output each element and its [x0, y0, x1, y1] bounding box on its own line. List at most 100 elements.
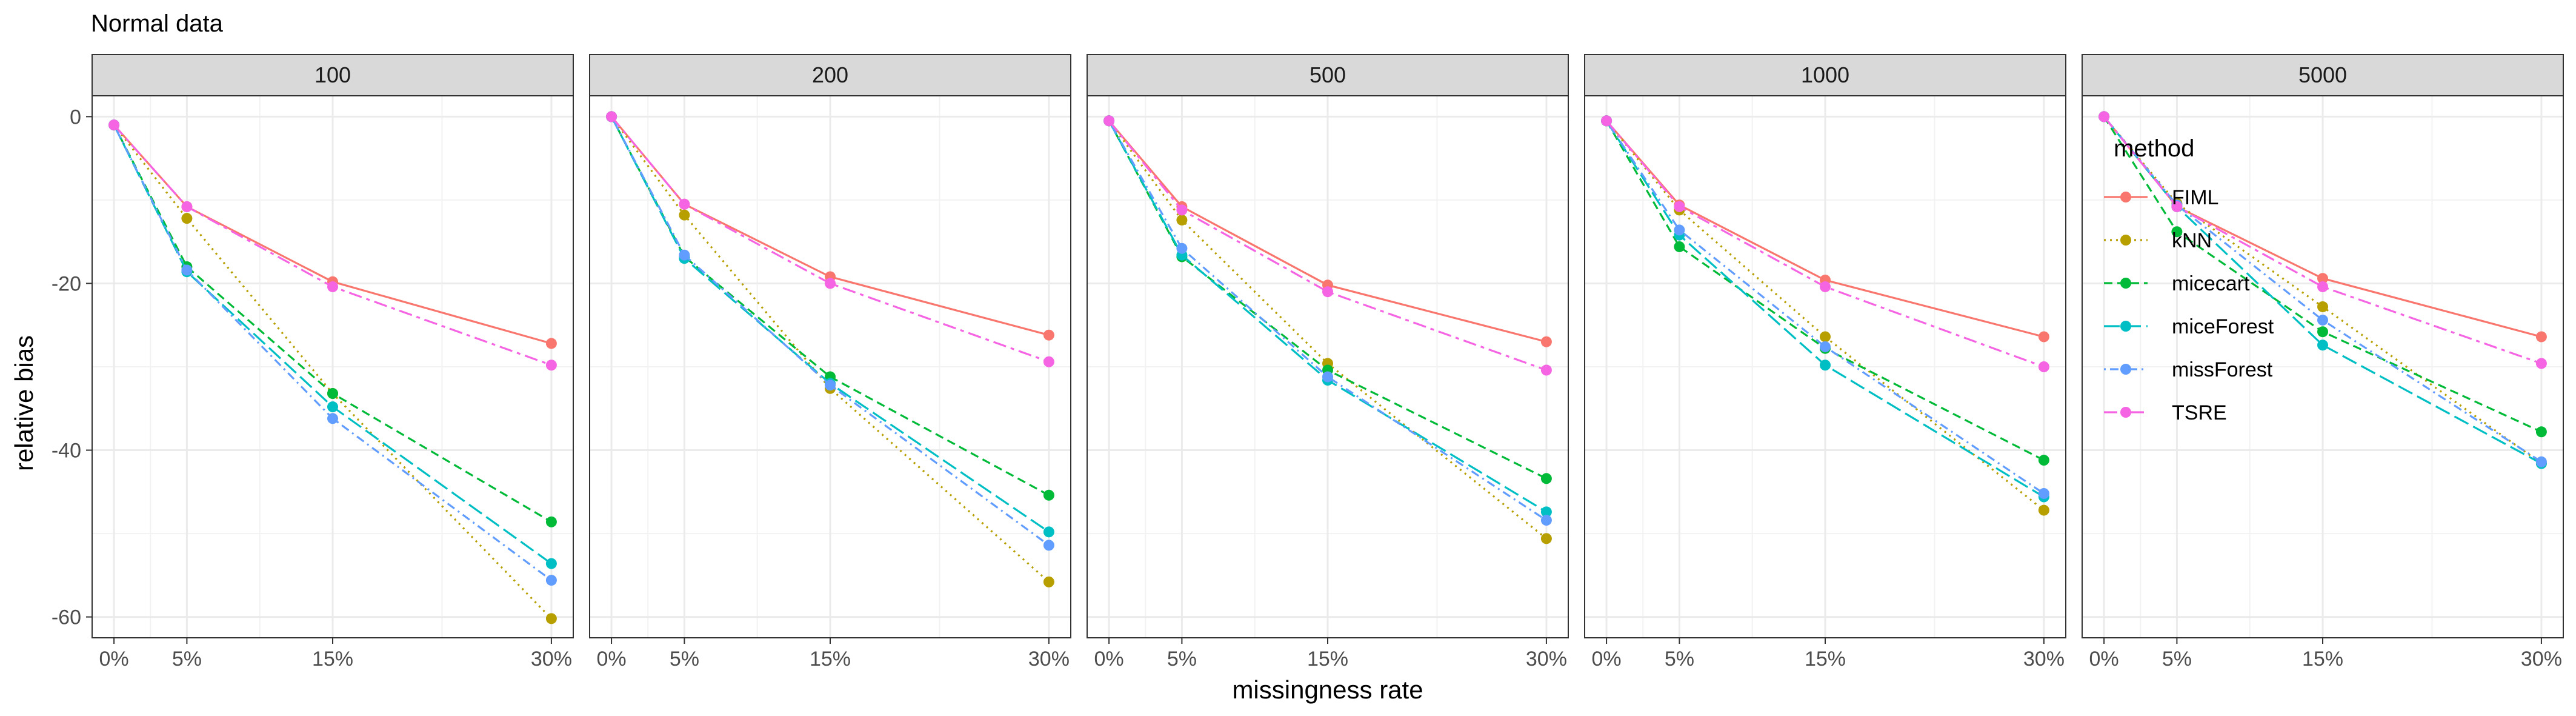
data-point-missForest: [825, 380, 836, 391]
facet-strip: [2082, 54, 2564, 96]
series-line-kNN: [1108, 120, 1547, 540]
facet-panel-500: 500 0% 5% 15% 30%: [1087, 54, 1569, 671]
data-point-TSRE: [327, 281, 338, 292]
data-point-FIML: [1043, 329, 1054, 341]
data-point-miceForest: [1820, 360, 1831, 371]
series-line-miceForest: [1605, 120, 2045, 498]
data-point-kNN: [181, 213, 193, 224]
x-tick-label: 30%: [2521, 647, 2562, 671]
x-tick-label: 5%: [670, 647, 699, 671]
x-tick-label: 0%: [1592, 647, 1622, 671]
legend-label: miceForest: [2172, 315, 2274, 338]
series-line-TSRE: [1605, 120, 2045, 368]
x-tick-label: 5%: [1167, 647, 1197, 671]
y-tick-label: 0: [70, 105, 81, 129]
series-line-micecart: [113, 124, 552, 523]
data-point-TSRE: [1043, 356, 1054, 367]
data-point-micecart: [545, 516, 557, 527]
x-tick-label: 15%: [2302, 647, 2343, 671]
facet-panel-100: 100 0% 5% 15% 30% 0 -20 -40 -60: [52, 54, 574, 671]
data-point-TSRE: [2171, 201, 2183, 212]
y-axis-title: relative bias: [10, 335, 38, 471]
data-point-micecart: [2317, 326, 2328, 338]
series-line-missForest: [610, 116, 1050, 546]
legend-key-point: [2120, 364, 2131, 375]
x-tick-label: 15%: [810, 647, 851, 671]
legend-label: FIML: [2172, 186, 2218, 209]
facet-panel-5000: 5000 0% 5% 15% 30%: [2082, 54, 2564, 671]
facet-strip-label: 200: [812, 62, 848, 87]
x-tick-label: 30%: [1526, 647, 1567, 671]
x-axis-title: missingness rate: [1232, 675, 1423, 704]
facet-panel-200: 200 0% 5% 15% 30%: [589, 54, 1071, 671]
data-point-FIML: [2038, 331, 2049, 343]
legend-item-FIML: FIML: [2104, 186, 2218, 209]
data-point-micecart: [1043, 489, 1054, 501]
legend-label: kNN: [2172, 229, 2212, 252]
data-point-miceForest: [2317, 340, 2328, 351]
data-point-micecart: [2038, 455, 2049, 466]
x-tick-label: 15%: [1805, 647, 1846, 671]
series-line-missForest: [1605, 120, 2045, 495]
data-point-micecart: [1540, 473, 1552, 484]
legend-label: missForest: [2172, 358, 2273, 381]
x-tick-label: 5%: [172, 647, 202, 671]
legend-item-miceForest: miceForest: [2104, 315, 2274, 338]
facet-strip-label: 1000: [1801, 62, 1849, 87]
x-tick-label: 0%: [99, 647, 129, 671]
data-point-missForest: [2317, 314, 2328, 326]
data-point-kNN: [1820, 331, 1831, 343]
x-tick-label: 15%: [1307, 647, 1348, 671]
data-point-kNN: [2317, 301, 2328, 312]
x-tick-label: 30%: [531, 647, 572, 671]
data-point-kNN: [2038, 504, 2049, 516]
facet-strip-label: 100: [315, 62, 351, 87]
data-point-TSRE: [1540, 364, 1552, 376]
data-point-missForest: [2038, 488, 2049, 500]
data-point-FIML: [2317, 273, 2328, 284]
x-tick-label: 5%: [2162, 647, 2192, 671]
series-line-miceForest: [1108, 120, 1547, 513]
x-tick-label: 0%: [1094, 647, 1124, 671]
legend: method FIML kNN micecart miceForest missFores…: [2104, 135, 2274, 424]
data-point-missForest: [181, 264, 193, 276]
data-point-missForest: [1322, 371, 1333, 383]
data-point-kNN: [1176, 214, 1188, 226]
data-point-TSRE: [2317, 281, 2328, 292]
series-line-miceForest: [113, 124, 552, 564]
data-point-micecart: [2535, 426, 2547, 438]
data-point-kNN: [679, 209, 690, 221]
data-point-miceForest: [1540, 506, 1552, 518]
data-point-FIML: [1540, 336, 1552, 347]
legend-item-TSRE: TSRE: [2104, 401, 2227, 424]
facet-strip: [1087, 54, 1569, 96]
data-point-kNN: [545, 613, 557, 624]
data-point-miceForest: [1043, 526, 1054, 538]
data-point-missForest: [1176, 243, 1188, 254]
data-point-TSRE: [1674, 201, 1685, 212]
legend-key-point: [2120, 407, 2131, 418]
data-point-missForest: [1540, 515, 1552, 526]
data-point-TSRE: [679, 198, 690, 210]
x-tick-label: 30%: [2023, 647, 2065, 671]
x-tick-label: 0%: [597, 647, 627, 671]
legend-key-point: [2120, 192, 2131, 202]
data-point-TSRE: [606, 111, 617, 122]
data-point-missForest: [679, 249, 690, 261]
series-line-TSRE: [610, 116, 1050, 363]
legend-key-point: [2120, 321, 2131, 332]
legend-title: method: [2114, 135, 2194, 162]
x-tick-label: 0%: [2089, 647, 2119, 671]
legend-label: TSRE: [2172, 401, 2227, 424]
data-point-micecart: [1674, 241, 1685, 252]
facet-strip-label: 500: [1310, 62, 1346, 87]
data-point-TSRE: [181, 201, 193, 212]
data-point-missForest: [2535, 456, 2547, 467]
legend-label: micecart: [2172, 272, 2250, 295]
data-point-micecart: [2171, 226, 2183, 238]
data-point-kNN: [1043, 576, 1054, 587]
x-tick-label: 15%: [312, 647, 353, 671]
facet-strip-label: 5000: [2298, 62, 2347, 87]
